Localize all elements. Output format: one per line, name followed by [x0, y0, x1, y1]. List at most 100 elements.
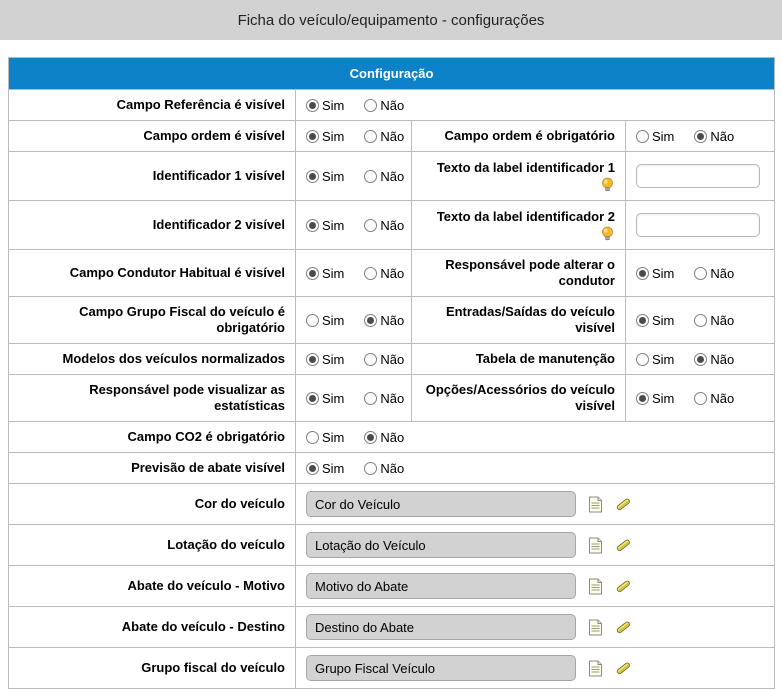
radio-icon[interactable] — [364, 218, 378, 232]
eraser-icon[interactable] — [615, 496, 632, 513]
radio-option-sim[interactable]: Sim — [636, 352, 674, 367]
radio-option-nao[interactable]: Não — [364, 313, 404, 328]
radio-option-nao[interactable]: Não — [364, 218, 404, 233]
radio-icon[interactable] — [694, 352, 708, 366]
abate-destino-field[interactable] — [306, 614, 576, 640]
identifier1-label-input[interactable] — [636, 164, 760, 188]
setting-label: Campo Referência é visível — [8, 89, 296, 121]
radio-icon[interactable] — [364, 430, 378, 444]
radio-option-nao[interactable]: Não — [694, 352, 734, 367]
radio-icon[interactable] — [364, 266, 378, 280]
radio-option-nao[interactable]: Não — [364, 129, 404, 144]
lotacao-do-veiculo-field[interactable] — [306, 532, 576, 558]
radio-icon[interactable] — [364, 391, 378, 405]
setting-label: Identificador 1 visível — [8, 151, 296, 201]
setting-label: Modelos dos veículos normalizados — [8, 343, 296, 375]
radio-option-sim[interactable]: Sim — [306, 129, 344, 144]
radio-icon[interactable] — [306, 352, 319, 366]
radio-option-nao[interactable]: Não — [694, 266, 734, 281]
radio-icon[interactable] — [636, 266, 649, 280]
table-header-row: Configuração — [7, 57, 776, 90]
setting-label: Texto da label identificador 1 — [411, 151, 626, 201]
radio-icon[interactable] — [694, 313, 708, 327]
radio-label: Não — [380, 128, 405, 144]
table-row: Identificador 1 visível Sim Não Texto da… — [8, 151, 776, 201]
setting-label: Campo CO2 é obrigatório — [8, 421, 296, 453]
radio-option-sim[interactable]: Sim — [636, 391, 674, 406]
setting-label: Identificador 2 visível — [8, 200, 296, 250]
document-icon[interactable] — [587, 619, 604, 636]
radio-icon[interactable] — [364, 169, 378, 183]
radio-option-nao[interactable]: Não — [364, 461, 404, 476]
eraser-icon[interactable] — [615, 660, 632, 677]
radio-icon[interactable] — [694, 129, 708, 143]
table-row: Modelos dos veículos normalizados Sim Nã… — [8, 343, 776, 375]
document-icon[interactable] — [587, 496, 604, 513]
setting-label: Abate do veículo - Destino — [8, 606, 296, 648]
cor-do-veiculo-field[interactable] — [306, 491, 576, 517]
document-icon[interactable] — [587, 578, 604, 595]
radio-option-sim[interactable]: Sim — [306, 218, 344, 233]
eraser-icon[interactable] — [615, 537, 632, 554]
radio-label: Não — [380, 168, 405, 184]
radio-icon[interactable] — [636, 129, 649, 143]
radio-icon[interactable] — [364, 129, 378, 143]
document-icon[interactable] — [587, 660, 604, 677]
radio-icon[interactable] — [306, 266, 319, 280]
radio-option-nao[interactable]: Não — [364, 169, 404, 184]
radio-icon[interactable] — [306, 98, 319, 112]
radio-option-nao[interactable]: Não — [694, 391, 734, 406]
radio-option-nao[interactable]: Não — [694, 129, 734, 144]
grupo-fiscal-field[interactable] — [306, 655, 576, 681]
radio-label: Não — [380, 97, 405, 113]
radio-option-sim[interactable]: Sim — [636, 266, 674, 281]
table-row: Previsão de abate visível Sim Não — [8, 452, 776, 484]
eraser-icon[interactable] — [615, 619, 632, 636]
radio-option-sim[interactable]: Sim — [306, 98, 344, 113]
radio-icon[interactable] — [306, 313, 319, 327]
radio-icon[interactable] — [694, 266, 708, 280]
radio-label: Não — [380, 429, 405, 445]
radio-icon[interactable] — [306, 461, 319, 475]
document-icon[interactable] — [587, 537, 604, 554]
radio-option-sim[interactable]: Sim — [306, 430, 344, 445]
radio-option-nao[interactable]: Não — [364, 266, 404, 281]
radio-option-sim[interactable]: Sim — [306, 352, 344, 367]
radio-icon[interactable] — [306, 129, 319, 143]
input-cell — [624, 151, 776, 201]
radio-icon[interactable] — [364, 313, 378, 327]
radio-option-nao[interactable]: Não — [364, 352, 404, 367]
abate-motivo-field[interactable] — [306, 573, 576, 599]
radio-group: Sim Não — [624, 343, 776, 375]
radio-option-sim[interactable]: Sim — [636, 129, 674, 144]
radio-icon[interactable] — [636, 391, 649, 405]
radio-icon[interactable] — [306, 430, 319, 444]
radio-icon[interactable] — [636, 313, 649, 327]
identifier2-label-input[interactable] — [636, 213, 760, 237]
radio-group: Sim Não — [624, 296, 776, 344]
radio-icon[interactable] — [364, 98, 378, 112]
radio-option-nao[interactable]: Não — [364, 98, 404, 113]
radio-icon[interactable] — [694, 391, 708, 405]
radio-icon[interactable] — [364, 461, 378, 475]
radio-icon[interactable] — [636, 352, 649, 366]
radio-option-nao[interactable]: Não — [364, 391, 404, 406]
radio-label: Não — [380, 265, 405, 281]
radio-option-sim[interactable]: Sim — [636, 313, 674, 328]
radio-option-nao[interactable]: Não — [694, 313, 734, 328]
radio-label: Sim — [322, 429, 345, 445]
radio-icon[interactable] — [306, 169, 319, 183]
radio-option-sim[interactable]: Sim — [306, 461, 344, 476]
radio-option-sim[interactable]: Sim — [306, 391, 344, 406]
radio-option-sim[interactable]: Sim — [306, 266, 344, 281]
radio-icon[interactable] — [306, 218, 319, 232]
eraser-icon[interactable] — [615, 578, 632, 595]
radio-group: Sim Não — [294, 452, 776, 484]
table-row: Campo ordem é visível Sim Não Campo orde… — [8, 120, 776, 152]
radio-option-sim[interactable]: Sim — [306, 313, 344, 328]
radio-icon[interactable] — [306, 391, 319, 405]
radio-icon[interactable] — [364, 352, 378, 366]
radio-option-sim[interactable]: Sim — [306, 169, 344, 184]
radio-option-nao[interactable]: Não — [364, 430, 404, 445]
page-title: Ficha do veículo/equipamento - configura… — [0, 0, 782, 40]
